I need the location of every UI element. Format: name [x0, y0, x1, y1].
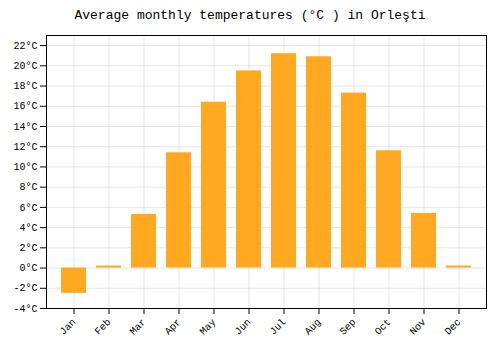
svg-text:-4°C: -4°C: [13, 304, 37, 315]
svg-text:Mar: Mar: [128, 317, 149, 338]
svg-text:Nov: Nov: [408, 317, 429, 338]
svg-text:May: May: [198, 317, 219, 338]
svg-text:Aug: Aug: [303, 317, 324, 338]
svg-text:Jan: Jan: [58, 317, 79, 338]
svg-text:22°C: 22°C: [13, 41, 37, 52]
svg-text:6°C: 6°C: [19, 203, 37, 214]
svg-text:14°C: 14°C: [13, 122, 37, 133]
svg-text:20°C: 20°C: [13, 61, 37, 72]
svg-text:0°C: 0°C: [19, 263, 37, 274]
svg-text:-2°C: -2°C: [13, 283, 37, 294]
svg-text:Apr: Apr: [163, 317, 184, 338]
svg-text:Jun: Jun: [233, 317, 254, 338]
svg-text:Jul: Jul: [268, 317, 289, 338]
svg-text:12°C: 12°C: [13, 142, 37, 153]
svg-text:8°C: 8°C: [19, 182, 37, 193]
svg-text:4°C: 4°C: [19, 223, 37, 234]
html-text:Average monthly temperatures (: Average monthly temperatures (°C ) in Or…: [74, 8, 426, 23]
svg-text:16°C: 16°C: [13, 101, 37, 112]
svg-text:Dec: Dec: [443, 317, 464, 338]
svg-text:Oct: Oct: [373, 317, 394, 338]
svg-text:2°C: 2°C: [19, 243, 37, 254]
svg-text:Feb: Feb: [93, 317, 114, 338]
svg-text:Sep: Sep: [338, 317, 359, 338]
svg-text:18°C: 18°C: [13, 81, 37, 92]
svg-text:10°C: 10°C: [13, 162, 37, 173]
